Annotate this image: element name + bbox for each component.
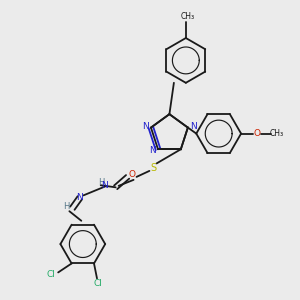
Text: N: N — [76, 193, 83, 202]
Text: O: O — [254, 129, 261, 138]
Text: O: O — [128, 170, 135, 179]
Text: N: N — [142, 122, 149, 130]
Text: N: N — [149, 146, 156, 155]
Text: CH₃: CH₃ — [180, 12, 194, 21]
Text: S: S — [150, 163, 156, 173]
Text: CH₃: CH₃ — [269, 129, 284, 138]
Text: Cl: Cl — [47, 270, 56, 279]
Text: N: N — [101, 181, 108, 190]
Text: H: H — [63, 202, 70, 211]
Text: Cl: Cl — [93, 279, 102, 288]
Text: N: N — [190, 122, 196, 130]
Text: H: H — [98, 178, 104, 187]
